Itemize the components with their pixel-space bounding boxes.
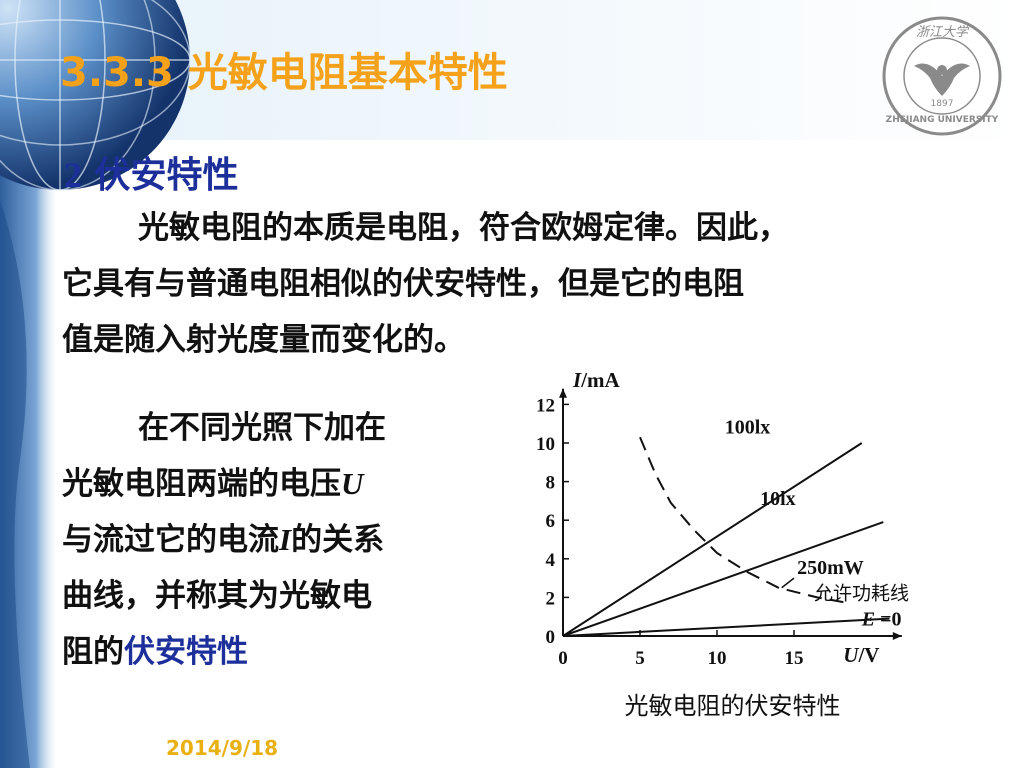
x-axis-variable: U [843, 643, 860, 667]
x-tick-label: 5 [635, 648, 645, 669]
label-100lx: 100lx [725, 416, 771, 438]
chart-canvas: 0 2 4 6 8 10 12 0 5 10 15 I/mA U/V 100lx 10lx 250mW 允许功… [536, 368, 909, 669]
intro-paragraph: 光敏电阻的本质是电阻，符合欧姆定律。因此， 它具有与普通电阻相似的伏安特性，但是… [62, 200, 962, 368]
intro-line-1: 光敏电阻的本质是电阻，符合欧姆定律。因此， [138, 210, 789, 246]
series-line-1 [562, 521, 884, 637]
voltage-variable: U [341, 466, 364, 501]
label-10lx: 10lx [760, 488, 796, 510]
intro-line-3: 值是随入射光度量而变化的。 [62, 322, 465, 358]
definition-line-4: 曲线，并称其为光敏电 [62, 578, 372, 614]
definition-text: 阻的 [62, 634, 124, 670]
current-variable: I [279, 522, 292, 557]
y-tick-label: 6 [546, 511, 556, 532]
definition-text: 与流过它的电流 [62, 522, 279, 558]
y-axis-arrow-icon [559, 388, 567, 398]
chart-series [562, 436, 890, 637]
section-heading: 2 伏安特性 [64, 146, 239, 198]
chart-axes [559, 388, 902, 640]
y-tick-label: 0 [546, 627, 556, 648]
slide-date: 2014/9/18 [166, 736, 279, 760]
label-power-line: 允许功耗线 [814, 582, 909, 604]
y-axis-variable: I [572, 368, 582, 392]
label-e0-variable: E [861, 608, 875, 630]
y-axis-unit: /mA [580, 368, 620, 392]
y-axis-label: I/mA [572, 368, 621, 392]
section-number: 2 [64, 155, 82, 195]
definition-text: 光敏电阻两端的电压 [62, 466, 341, 502]
x-tick-label: 0 [558, 648, 568, 669]
logo-university-name: ZHEJIANG UNIVERSITY [886, 115, 999, 125]
x-tick-label: 10 [708, 648, 727, 669]
definition-line-1: 在不同光照下加在 [138, 410, 386, 446]
intro-line-2: 它具有与普通电阻相似的伏安特性，但是它的电阻 [62, 266, 744, 302]
label-e0-value: =0 [875, 608, 901, 630]
y-tick-label: 2 [546, 588, 556, 609]
eagle-emblem-icon [914, 63, 970, 96]
x-tick-label: 15 [785, 648, 804, 669]
definition-text: 的关系 [291, 522, 385, 558]
section-heading-text: 伏安特性 [94, 155, 239, 196]
logo-top-chars: 浙江大学 [916, 24, 970, 40]
definition-paragraph: 在不同光照下加在 光敏电阻两端的电压U 与流过它的电流I的关系 曲线，并称其为光… [62, 400, 492, 680]
iv-characteristic-chart: 0 2 4 6 8 10 12 0 5 10 15 I/mA U/V 100lx 10lx 250mW 允许功… [505, 358, 960, 733]
page-title: 3.3.3 光敏电阻基本特性 [60, 50, 508, 96]
zhejiang-university-logo: 浙江大学 1897 ZHEJIANG UNIVERSITY [882, 16, 1002, 136]
y-tick-label: 4 [546, 550, 556, 571]
logo-year: 1897 [931, 99, 954, 109]
definition-line-3: 与流过它的电流I的关系 [62, 512, 492, 568]
definition-line-5: 阻的伏安特性 [62, 624, 492, 680]
chart-ticks: 0 2 4 6 8 10 12 0 5 10 15 [536, 395, 804, 669]
series-line-0 [562, 442, 863, 637]
y-tick-label: 12 [536, 395, 555, 416]
x-axis-unit: /V [857, 643, 879, 667]
x-axis-label: U/V [843, 643, 879, 667]
highlight-term: 伏安特性 [124, 634, 248, 670]
label-e0: E =0 [861, 608, 902, 630]
y-tick-label: 8 [546, 473, 556, 494]
label-250mw: 250mW [797, 557, 864, 579]
globe-decoration [0, 0, 191, 191]
label-250mw-leader [781, 577, 795, 589]
series-line-2 [562, 617, 890, 637]
series-line-3 [639, 436, 850, 605]
definition-line-2: 光敏电阻两端的电压U [62, 456, 492, 512]
y-tick-label: 10 [536, 434, 555, 455]
x-axis-arrow-icon [892, 632, 902, 640]
chart-caption: 光敏电阻的伏安特性 [624, 692, 841, 720]
chart-labels: I/mA U/V 100lx 10lx 250mW 允许功耗线 E =0 [572, 368, 909, 667]
